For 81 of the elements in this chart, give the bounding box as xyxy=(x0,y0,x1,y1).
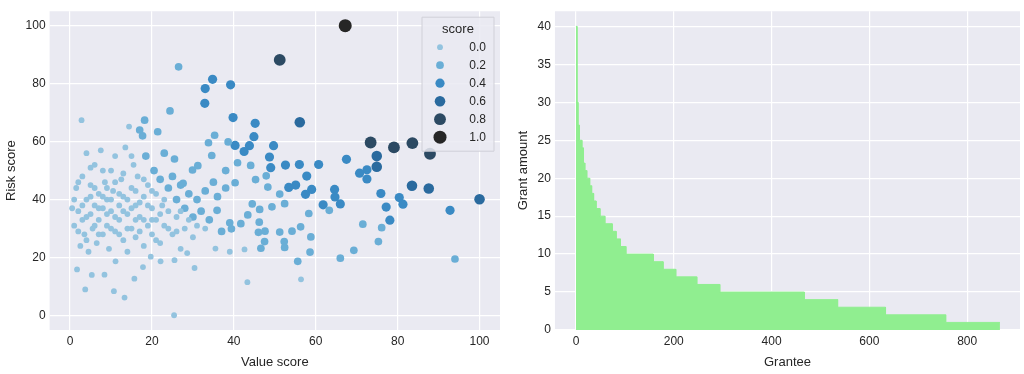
point xyxy=(266,163,276,173)
x-axis-title: Value score xyxy=(240,353,309,369)
point xyxy=(329,184,340,195)
y-tick-label: 40 xyxy=(537,18,552,33)
point xyxy=(249,132,259,142)
point xyxy=(294,159,304,170)
legend-label: 0.0 xyxy=(469,39,487,54)
point xyxy=(362,174,372,184)
x-tick-label: 200 xyxy=(663,333,685,348)
legend-label: 0.6 xyxy=(469,93,487,108)
point xyxy=(284,182,294,193)
y-tick-label: 60 xyxy=(32,133,46,148)
point xyxy=(376,188,386,199)
x-tick-label: 80 xyxy=(390,333,405,348)
x-tick-label: 800 xyxy=(957,333,978,348)
x-tick-label: 100 xyxy=(469,333,490,348)
point xyxy=(264,152,275,162)
point xyxy=(385,215,395,225)
point xyxy=(335,199,345,209)
point xyxy=(398,199,408,209)
y-tick-label: 25 xyxy=(537,132,552,147)
point xyxy=(423,183,435,194)
point xyxy=(200,83,210,94)
point xyxy=(207,74,218,84)
point xyxy=(381,202,391,212)
y-tick-label: 35 xyxy=(537,56,552,71)
point xyxy=(388,141,400,154)
legend-title: score xyxy=(442,20,474,36)
y-tick-label: 15 xyxy=(537,208,552,223)
y-tick-label: 0 xyxy=(38,307,46,322)
point xyxy=(371,150,383,162)
point xyxy=(341,154,352,164)
legend-label: 0.4 xyxy=(469,75,487,90)
legend-label: 0.2 xyxy=(469,57,487,72)
y-axis-title: Grant amount xyxy=(515,130,531,211)
y-tick-label: 20 xyxy=(537,170,552,185)
point xyxy=(239,146,249,157)
point xyxy=(307,184,317,195)
y-tick-label: 0 xyxy=(544,322,552,337)
point xyxy=(244,141,255,151)
x-axis-title: Grantee xyxy=(763,353,811,369)
point xyxy=(318,200,328,210)
point xyxy=(273,53,286,66)
x-tick-label: 40 xyxy=(227,333,241,348)
point xyxy=(371,161,383,173)
x-tick-label: 60 xyxy=(309,333,323,348)
point xyxy=(228,112,238,123)
y-tick-label: 100 xyxy=(25,18,46,32)
point xyxy=(200,98,210,108)
point xyxy=(354,168,365,178)
point xyxy=(445,205,455,215)
x-tick-label: 600 xyxy=(859,333,880,348)
point xyxy=(280,160,291,170)
y-tick-label: 5 xyxy=(544,284,552,299)
point xyxy=(406,137,419,149)
point xyxy=(294,116,306,128)
legend-label: 1.0 xyxy=(469,129,487,144)
point xyxy=(250,118,260,128)
point xyxy=(268,141,279,151)
point xyxy=(226,80,236,90)
x-tick-label: 20 xyxy=(145,333,159,348)
y-axis-title: Risk score xyxy=(3,140,19,201)
point xyxy=(406,180,418,191)
y-tick-label: 20 xyxy=(32,249,46,264)
point xyxy=(364,136,377,149)
x-tick-label: 0 xyxy=(66,333,74,348)
y-tick-label: 30 xyxy=(537,94,552,109)
point xyxy=(394,192,404,203)
x-tick-label: 400 xyxy=(761,333,782,348)
point xyxy=(230,140,240,150)
x-tick-label: 0 xyxy=(572,333,580,348)
y-tick-label: 10 xyxy=(537,246,552,261)
point xyxy=(474,194,485,205)
point xyxy=(300,189,311,199)
y-tick-label: 80 xyxy=(32,75,46,90)
point xyxy=(302,171,312,181)
point xyxy=(362,165,372,175)
y-tick-label: 40 xyxy=(32,191,46,206)
point xyxy=(338,19,352,33)
point xyxy=(314,159,324,170)
legend-label: 0.8 xyxy=(469,111,487,126)
